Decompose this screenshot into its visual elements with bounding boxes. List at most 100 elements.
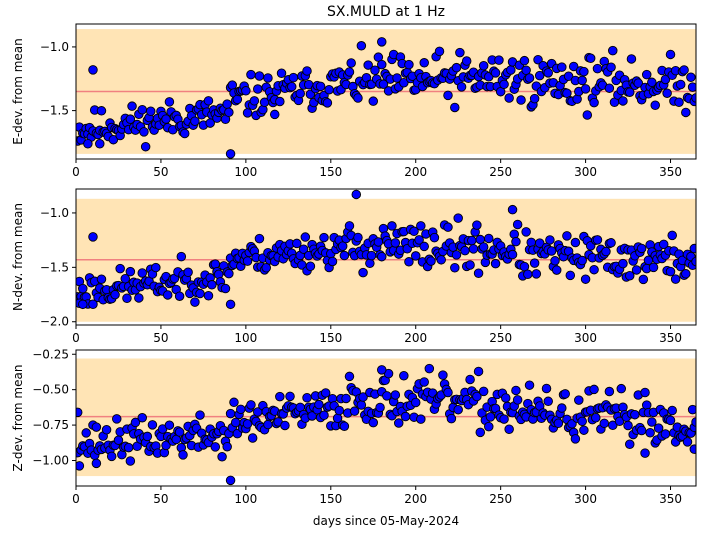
data-point xyxy=(315,81,326,92)
y-axis-label: Z-dev. from mean xyxy=(11,365,25,472)
data-point xyxy=(662,88,672,98)
data-point xyxy=(484,421,494,432)
data-point xyxy=(115,263,125,274)
plot-area xyxy=(76,29,696,159)
y-tick-label: −1.0 xyxy=(40,206,69,220)
data-point xyxy=(579,425,589,435)
data-point xyxy=(275,391,285,402)
data-point xyxy=(519,55,530,66)
data-point xyxy=(195,288,205,299)
x-tick-label: 350 xyxy=(659,492,682,506)
data-point xyxy=(686,72,696,82)
data-point xyxy=(225,408,236,419)
panel-3: −1.00 −0.75 −0.50 −0.25 0 50 100 150 200 250 300 35… xyxy=(11,347,697,506)
data-point xyxy=(465,260,475,270)
data-point xyxy=(232,94,243,105)
x-tick-label: 150 xyxy=(319,492,342,506)
data-point xyxy=(370,65,380,75)
data-point xyxy=(689,444,696,454)
data-point xyxy=(665,49,676,60)
data-point xyxy=(416,414,426,424)
data-point xyxy=(579,66,589,77)
data-point xyxy=(190,116,200,126)
data-point xyxy=(393,418,404,428)
data-point xyxy=(203,291,214,301)
data-point xyxy=(524,73,535,83)
data-point xyxy=(356,400,367,410)
data-point xyxy=(314,399,324,410)
data-point xyxy=(341,393,351,404)
data-point xyxy=(222,99,232,109)
data-point xyxy=(679,65,689,75)
y-axis-label: N-dev. from mean xyxy=(11,203,25,311)
data-point xyxy=(625,87,635,97)
x-tick-label: 250 xyxy=(489,165,512,179)
x-tick-label: 150 xyxy=(319,331,342,345)
data-point xyxy=(531,269,542,279)
data-point xyxy=(604,386,615,397)
panel-1: −1.5 −1.0 0 50 100 150 200 250 300 350 E-dev. from… xyxy=(11,23,697,179)
data-point xyxy=(375,402,385,413)
data-point xyxy=(577,255,587,266)
data-point xyxy=(164,97,175,107)
data-point xyxy=(494,55,504,65)
data-point xyxy=(545,235,555,245)
data-point xyxy=(140,141,151,152)
data-point xyxy=(455,47,465,58)
data-point xyxy=(636,425,647,436)
data-point xyxy=(319,232,329,243)
data-point xyxy=(467,235,477,246)
data-point xyxy=(358,392,368,402)
data-point xyxy=(387,221,397,231)
data-point xyxy=(577,416,587,427)
data-point xyxy=(592,63,603,74)
data-point xyxy=(504,424,514,434)
data-point xyxy=(681,107,691,118)
data-point xyxy=(638,274,649,285)
data-point xyxy=(691,93,696,103)
x-tick-label: 100 xyxy=(234,331,257,345)
data-point xyxy=(125,114,136,124)
data-point xyxy=(630,409,640,420)
data-point xyxy=(247,433,258,443)
data-point xyxy=(478,386,489,397)
data-point xyxy=(263,419,273,430)
data-point xyxy=(631,265,642,275)
data-point xyxy=(499,414,509,424)
data-point xyxy=(246,69,256,80)
data-point xyxy=(687,404,696,415)
data-point xyxy=(337,241,348,251)
x-tick-label: 100 xyxy=(234,165,257,179)
data-point xyxy=(246,400,256,410)
data-point xyxy=(451,62,462,73)
data-point xyxy=(236,404,246,415)
data-point xyxy=(490,258,501,269)
data-point xyxy=(524,380,535,390)
data-point xyxy=(356,41,367,51)
data-point xyxy=(302,393,312,403)
data-point xyxy=(161,440,171,451)
y-tick-label: −2.0 xyxy=(40,315,69,329)
data-point xyxy=(224,268,234,279)
data-point xyxy=(453,213,463,223)
data-point xyxy=(137,104,147,115)
data-point xyxy=(533,54,543,65)
data-point xyxy=(280,420,290,431)
data-point xyxy=(451,250,462,260)
x-tick-label: 200 xyxy=(404,492,427,506)
data-point xyxy=(392,73,402,83)
data-point xyxy=(560,389,570,399)
data-point xyxy=(475,427,486,438)
y-tick-label: −0.50 xyxy=(32,383,69,397)
data-point xyxy=(650,100,660,110)
data-point xyxy=(210,442,221,452)
data-point xyxy=(512,395,523,405)
data-point xyxy=(568,61,579,72)
data-point xyxy=(365,258,375,269)
y-tick-label: −1.5 xyxy=(40,104,69,118)
data-point xyxy=(557,403,567,413)
data-point xyxy=(349,406,360,416)
data-point xyxy=(96,106,107,116)
data-point xyxy=(478,242,489,252)
